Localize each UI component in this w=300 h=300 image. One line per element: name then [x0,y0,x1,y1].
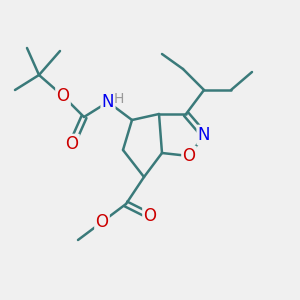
Text: O: O [143,207,157,225]
Text: N: N [102,93,114,111]
Text: H: H [113,92,124,106]
Text: O: O [182,147,196,165]
Text: O: O [65,135,79,153]
Text: O: O [56,87,70,105]
Text: O: O [95,213,109,231]
Text: N: N [198,126,210,144]
